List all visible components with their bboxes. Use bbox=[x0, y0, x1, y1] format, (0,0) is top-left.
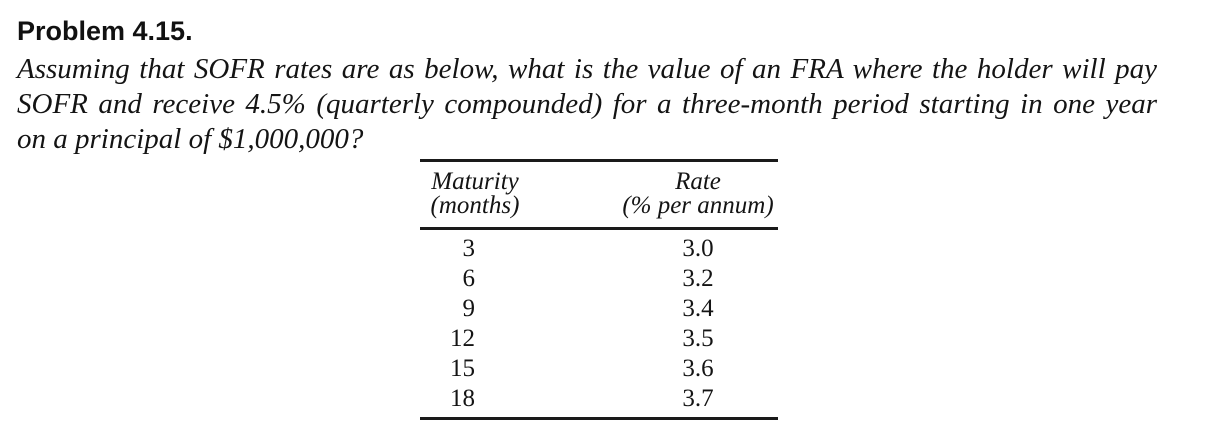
table-row: 18 3.7 bbox=[420, 384, 778, 414]
rate-cell: 3.7 bbox=[682, 385, 714, 412]
maturity-cell: 6 bbox=[462, 265, 476, 292]
table-row: 12 3.5 bbox=[420, 324, 778, 354]
maturity-header-line-2: (months) bbox=[430, 192, 520, 219]
statement-line-1: Assuming that SOFR rates are as below, w… bbox=[17, 53, 1157, 85]
statement-line-3: on a principal of $1,000,000? bbox=[17, 123, 364, 155]
rate-cell: 3.6 bbox=[682, 355, 714, 382]
maturity-cell: 18 bbox=[450, 385, 475, 412]
table-row: 3 3.0 bbox=[420, 234, 778, 264]
table-row: 6 3.2 bbox=[420, 264, 778, 294]
maturity-cell: 9 bbox=[462, 295, 476, 322]
problem-statement: Assuming that SOFR rates are as below, w… bbox=[17, 52, 1157, 157]
rate-column-header: Rate (% per annum) bbox=[618, 168, 778, 219]
maturity-cell: 12 bbox=[450, 325, 475, 352]
statement-line-2: SOFR and receive 4.5% (quarterly compoun… bbox=[17, 88, 1157, 120]
table-body: 3 3.0 6 3.2 9 3.4 12 3.5 15 3.6 18 3.7 bbox=[420, 230, 778, 417]
rate-cell: 3.2 bbox=[682, 265, 714, 292]
maturity-header-line-1: Maturity bbox=[431, 168, 519, 195]
rate-header-line-2: (% per annum) bbox=[622, 192, 774, 219]
table-header-row: Maturity (months) Rate (% per annum) bbox=[420, 162, 778, 230]
rate-header-line-1: Rate bbox=[675, 168, 721, 195]
table-row: 9 3.4 bbox=[420, 294, 778, 324]
rate-cell: 3.4 bbox=[682, 295, 714, 322]
maturity-column-header: Maturity (months) bbox=[420, 168, 530, 219]
table-row: 15 3.6 bbox=[420, 354, 778, 384]
maturity-cell: 3 bbox=[462, 235, 476, 262]
sofr-rates-table: Maturity (months) Rate (% per annum) 3 3… bbox=[420, 159, 778, 420]
rate-cell: 3.5 bbox=[682, 325, 714, 352]
problem-title: Problem 4.15. bbox=[17, 16, 193, 46]
rate-cell: 3.0 bbox=[682, 235, 714, 262]
maturity-cell: 15 bbox=[450, 355, 475, 382]
